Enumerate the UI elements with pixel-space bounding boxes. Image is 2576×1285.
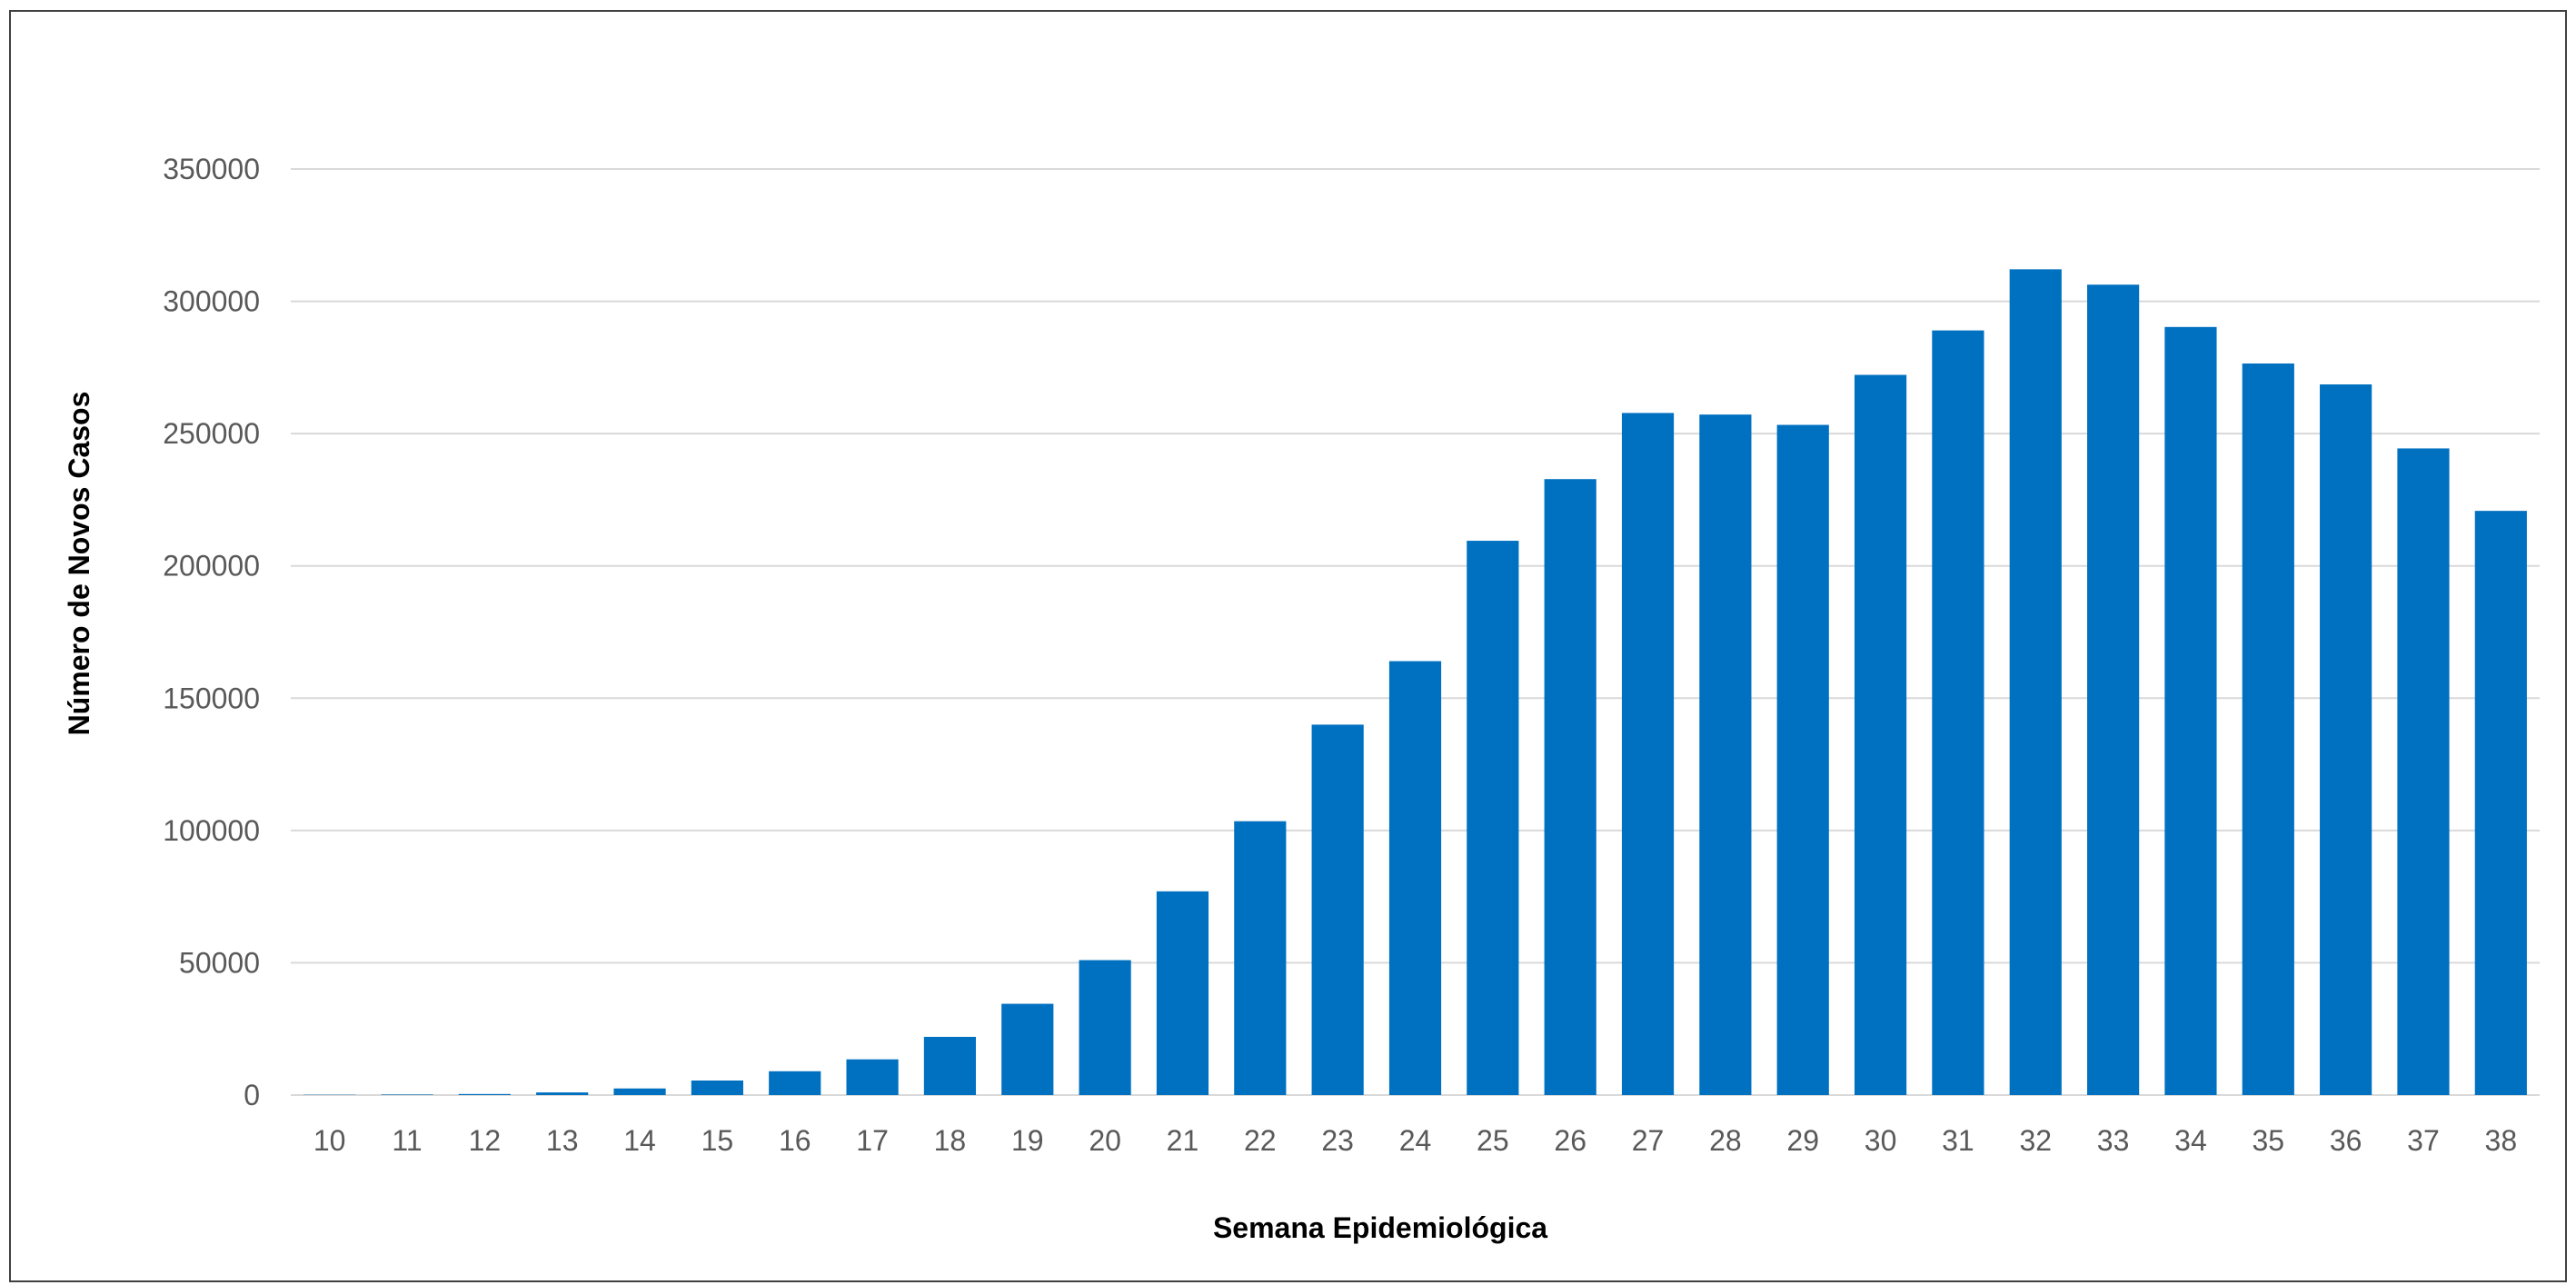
- bar-week-25: [1467, 541, 1519, 1095]
- bar-week-28: [1699, 414, 1752, 1096]
- x-tick-label: 12: [469, 1124, 502, 1157]
- bar-week-17: [846, 1059, 899, 1095]
- y-tick-label: 200000: [163, 550, 260, 583]
- x-tick-label: 24: [1399, 1124, 1432, 1157]
- x-tick-label: 31: [1942, 1124, 1974, 1157]
- x-tick-label: 18: [934, 1124, 967, 1157]
- x-tick-label: 11: [392, 1124, 422, 1157]
- x-tick-label: 22: [1244, 1124, 1277, 1157]
- y-tick-label: 100000: [163, 814, 260, 847]
- x-tick-label: 27: [1632, 1124, 1665, 1157]
- bar-week-19: [1001, 1003, 1054, 1095]
- bar-week-24: [1388, 661, 1442, 1095]
- x-tick-label: 23: [1321, 1124, 1354, 1157]
- bar-week-33: [2087, 284, 2140, 1095]
- bar-week-36: [2320, 384, 2372, 1095]
- bar-week-11: [381, 1094, 433, 1095]
- y-axis-ticks: 0 50000 100000 150000 200000 250000 300000 3500…: [163, 153, 260, 1111]
- bar-week-30: [1854, 374, 1907, 1095]
- x-tick-label: 14: [623, 1124, 656, 1157]
- x-tick-label: 38: [2485, 1124, 2518, 1157]
- bar-week-31: [1932, 330, 1984, 1095]
- chart-frame: [9, 10, 2567, 1282]
- bar-week-35: [2242, 363, 2294, 1095]
- bar-week-38: [2474, 511, 2527, 1095]
- y-tick-label: 0: [244, 1079, 260, 1111]
- x-tick-label: 36: [2330, 1124, 2362, 1157]
- bar-week-13: [536, 1092, 589, 1095]
- x-tick-label: 28: [1709, 1124, 1742, 1157]
- y-tick-label: 350000: [163, 153, 260, 185]
- x-tick-label: 10: [313, 1124, 346, 1157]
- x-tick-label: 21: [1167, 1124, 1199, 1157]
- x-tick-label: 33: [2097, 1124, 2130, 1157]
- bar-week-29: [1776, 424, 1829, 1095]
- bar-week-34: [2164, 326, 2217, 1096]
- bar-week-20: [1079, 960, 1131, 1095]
- bar-week-14: [613, 1088, 666, 1095]
- y-tick-label: 50000: [179, 946, 260, 979]
- x-tick-label: 15: [701, 1124, 734, 1157]
- bar-week-37: [2397, 448, 2450, 1095]
- y-tick-label: 150000: [163, 682, 260, 714]
- x-tick-label: 25: [1477, 1124, 1509, 1157]
- x-tick-label: 20: [1089, 1124, 1121, 1157]
- bar-week-18: [923, 1036, 977, 1095]
- x-tick-label: 32: [2019, 1124, 2052, 1157]
- x-axis-title: Semana Epidemiológica: [1213, 1211, 1547, 1244]
- x-tick-label: 35: [2252, 1124, 2284, 1157]
- bar-week-21: [1156, 891, 1209, 1095]
- x-tick-label: 16: [779, 1124, 811, 1157]
- y-tick-label: 300000: [163, 285, 260, 318]
- y-tick-label: 250000: [163, 417, 260, 450]
- bar-week-26: [1544, 479, 1596, 1095]
- bar-week-15: [691, 1080, 743, 1095]
- bar-week-32: [2009, 269, 2062, 1095]
- y-axis-title: Número de Novos Casos: [63, 392, 95, 736]
- bar-week-23: [1311, 724, 1364, 1095]
- x-tick-label: 19: [1011, 1124, 1044, 1157]
- bar-week-16: [769, 1071, 821, 1095]
- x-axis-ticks: 10 11 12 13 14 15 16 17 18 19 20 21 22 23 24 25 26 27 28 29…: [313, 1124, 2517, 1157]
- x-tick-label: 17: [856, 1124, 889, 1157]
- x-tick-label: 37: [2407, 1124, 2440, 1157]
- x-tick-label: 29: [1786, 1124, 1819, 1157]
- bar-week-22: [1234, 821, 1287, 1095]
- bar-week-12: [458, 1093, 511, 1095]
- x-tick-label: 13: [546, 1124, 579, 1157]
- bar-week-27: [1621, 413, 1675, 1095]
- x-tick-label: 34: [2174, 1124, 2207, 1157]
- x-tick-label: 30: [1865, 1124, 1897, 1157]
- bars: [303, 269, 2527, 1096]
- x-tick-label: 26: [1554, 1124, 1586, 1157]
